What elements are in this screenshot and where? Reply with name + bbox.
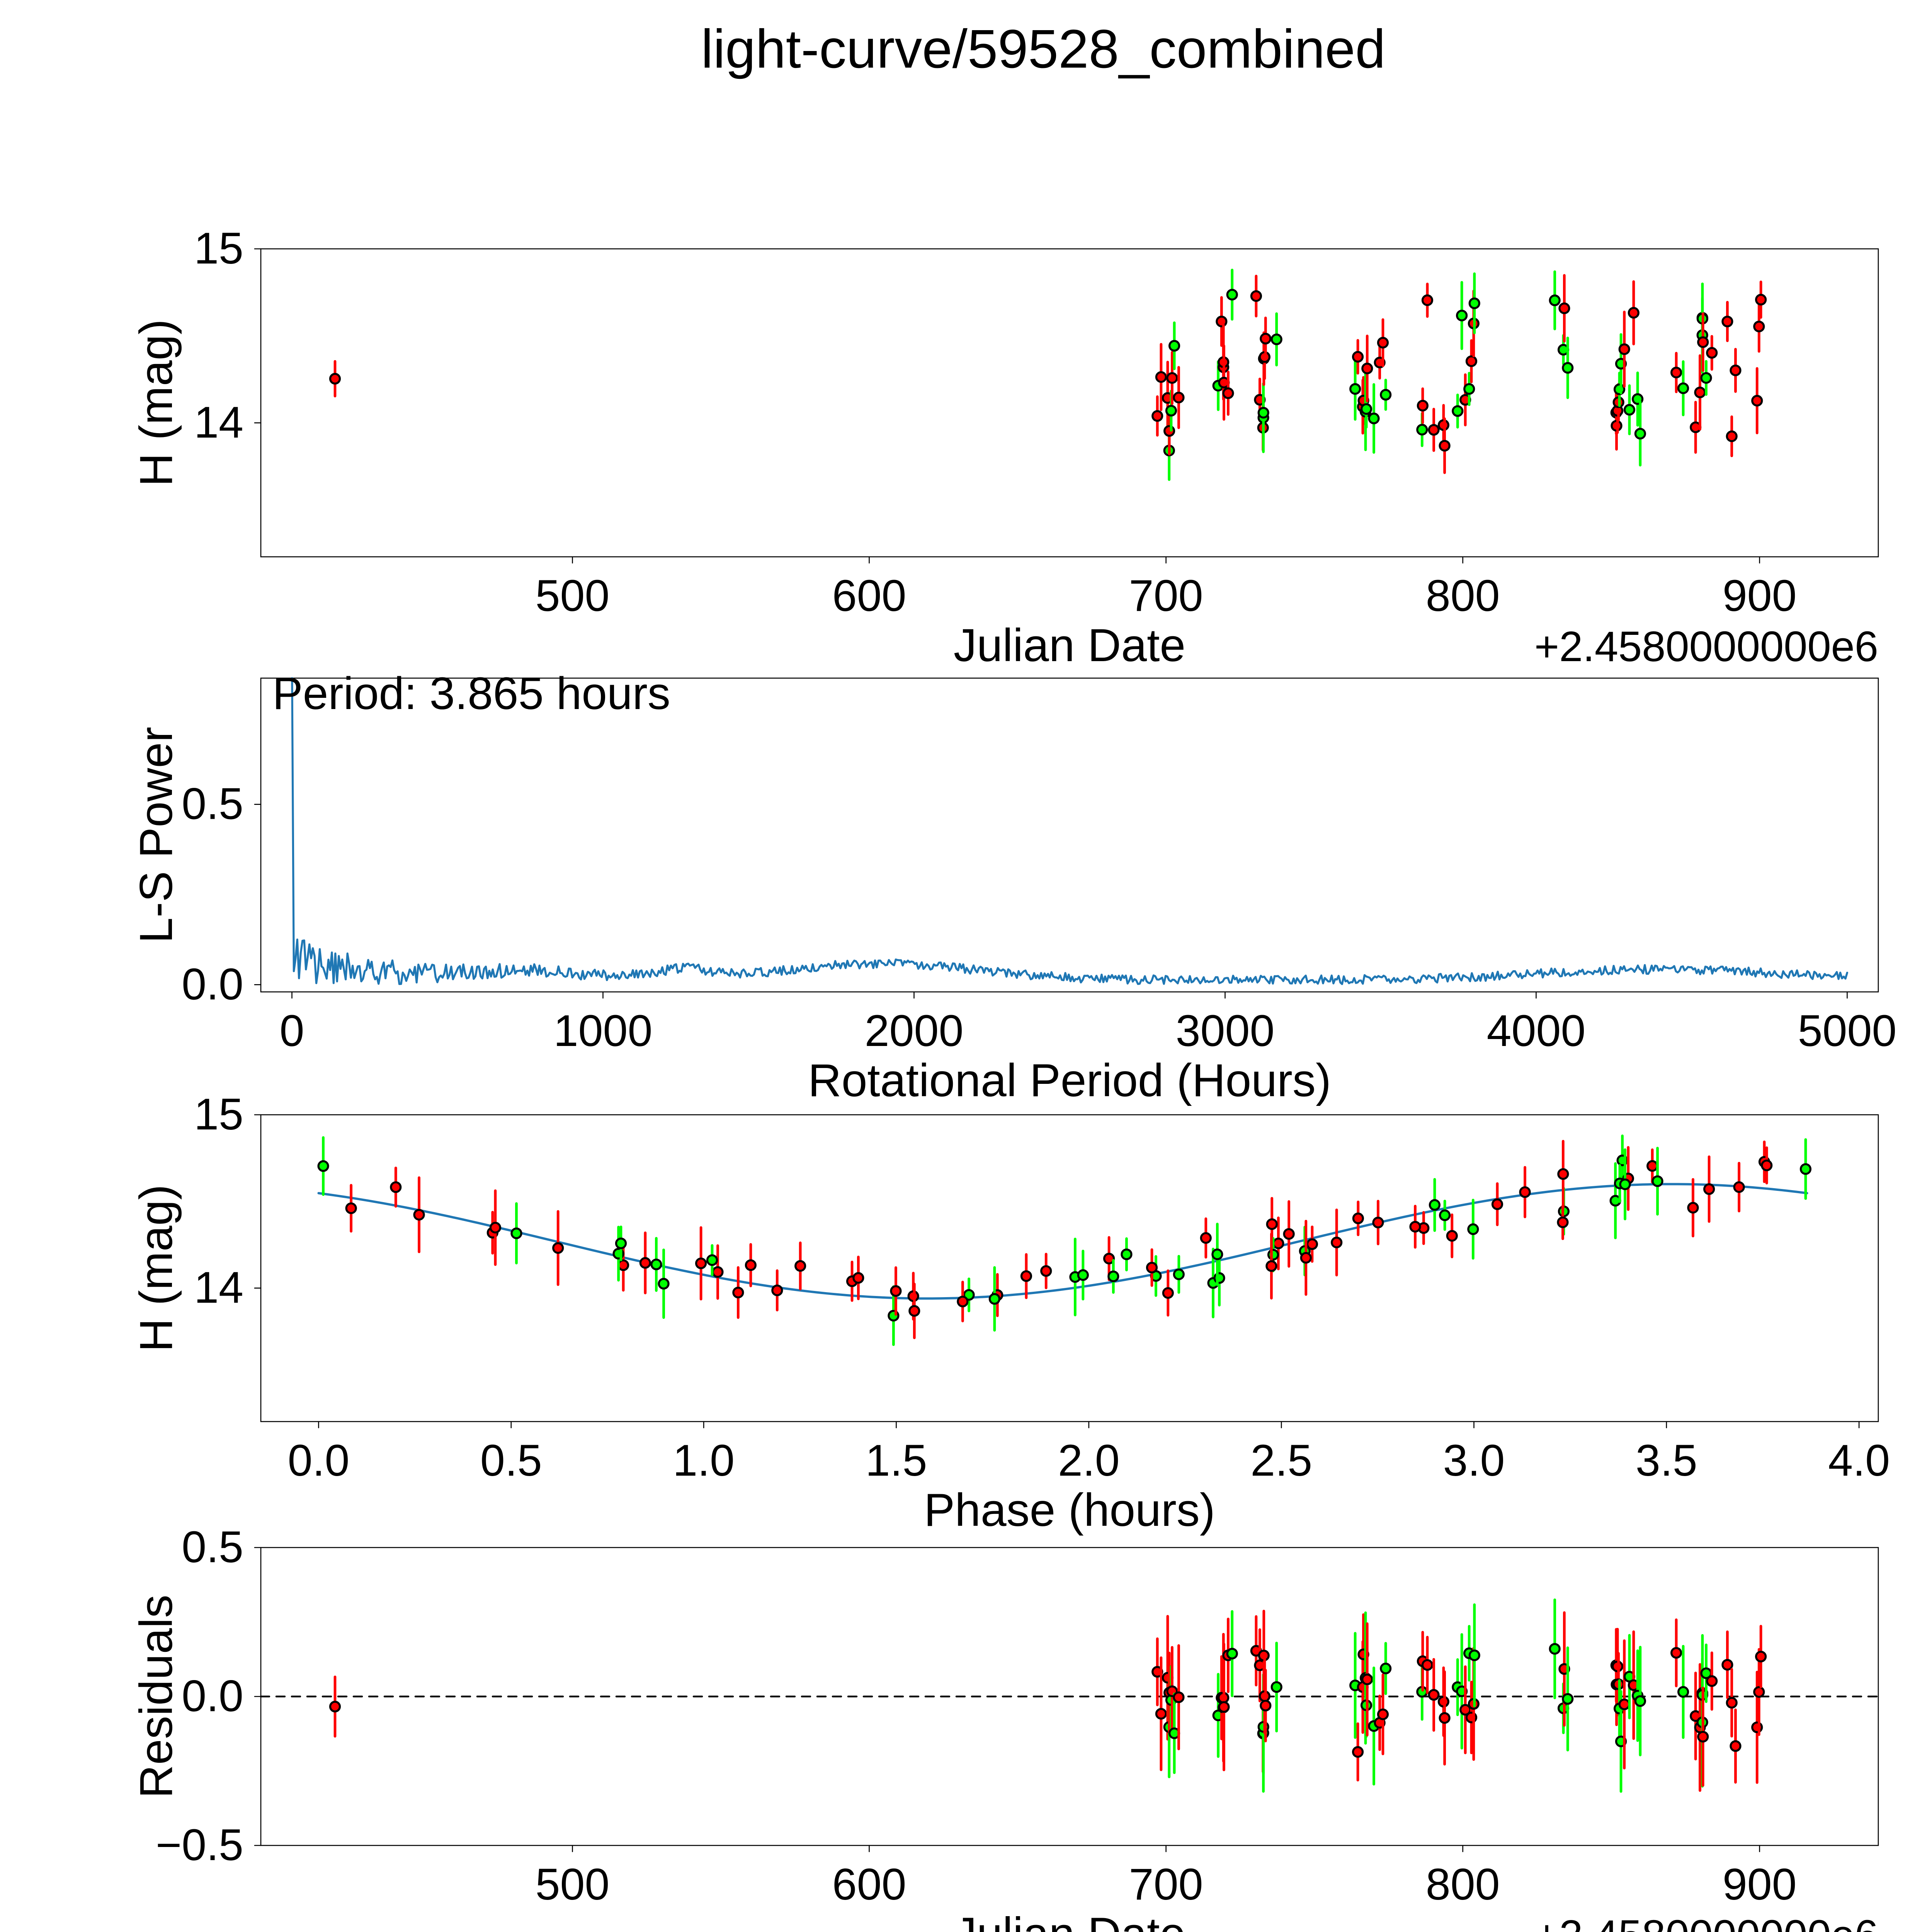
svg-text:1000: 1000 [554, 1006, 653, 1056]
svg-text:H (mag): H (mag) [130, 1184, 182, 1352]
svg-text:5000: 5000 [1798, 1006, 1897, 1056]
svg-text:Julian Date: Julian Date [954, 1908, 1185, 1932]
svg-text:800: 800 [1426, 571, 1500, 621]
svg-text:4000: 4000 [1487, 1006, 1586, 1056]
svg-text:2000: 2000 [865, 1006, 964, 1056]
svg-text:0.0: 0.0 [182, 1672, 243, 1721]
svg-text:+2.4580000000e6: +2.4580000000e6 [1534, 1912, 1878, 1932]
svg-text:light-curve/59528_combined: light-curve/59528_combined [701, 18, 1385, 79]
svg-text:0.5: 0.5 [480, 1436, 542, 1485]
svg-text:−0.5: −0.5 [156, 1820, 243, 1870]
svg-text:500: 500 [536, 571, 610, 621]
svg-text:15: 15 [194, 224, 243, 273]
svg-text:Julian Date: Julian Date [954, 619, 1185, 671]
svg-text:3.5: 3.5 [1636, 1436, 1697, 1485]
svg-text:3.0: 3.0 [1443, 1436, 1505, 1485]
svg-text:Rotational Period (Hours): Rotational Period (Hours) [808, 1054, 1331, 1106]
svg-text:500: 500 [536, 1860, 610, 1909]
svg-text:700: 700 [1129, 571, 1203, 621]
svg-text:600: 600 [832, 1860, 906, 1909]
svg-text:0: 0 [280, 1006, 304, 1056]
svg-text:2.0: 2.0 [1058, 1436, 1120, 1485]
svg-text:0.0: 0.0 [182, 959, 243, 1009]
svg-text:H (mag): H (mag) [130, 319, 182, 486]
svg-text:900: 900 [1723, 571, 1797, 621]
svg-text:L-S Power: L-S Power [130, 727, 182, 943]
svg-text:2.5: 2.5 [1250, 1436, 1312, 1485]
svg-text:Residuals: Residuals [130, 1595, 182, 1798]
svg-text:0.5: 0.5 [182, 779, 243, 829]
svg-text:3000: 3000 [1176, 1006, 1275, 1056]
svg-text:800: 800 [1426, 1860, 1500, 1909]
svg-text:1.5: 1.5 [866, 1436, 927, 1485]
svg-text:0.5: 0.5 [182, 1522, 243, 1572]
svg-text:0.0: 0.0 [288, 1436, 350, 1485]
svg-text:Phase (hours): Phase (hours) [924, 1484, 1215, 1536]
svg-text:Period: 3.865 hours: Period: 3.865 hours [272, 668, 670, 719]
svg-text:15: 15 [194, 1090, 243, 1139]
svg-text:1.0: 1.0 [673, 1436, 735, 1485]
svg-text:+2.4580000000e6: +2.4580000000e6 [1534, 623, 1878, 670]
svg-text:900: 900 [1723, 1860, 1797, 1909]
svg-text:600: 600 [832, 571, 906, 621]
svg-text:4.0: 4.0 [1828, 1436, 1890, 1485]
svg-text:14: 14 [194, 398, 243, 447]
svg-text:700: 700 [1129, 1860, 1203, 1909]
svg-text:14: 14 [194, 1263, 243, 1313]
